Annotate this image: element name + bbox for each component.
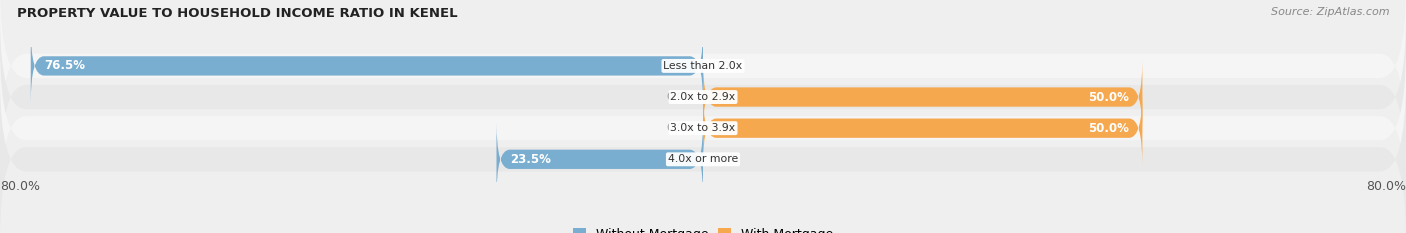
Text: 4.0x or more: 4.0x or more [668,154,738,164]
Text: 23.5%: 23.5% [510,153,551,166]
Text: 50.0%: 50.0% [1088,91,1129,103]
Text: 50.0%: 50.0% [1088,122,1129,135]
Text: 3.0x to 3.9x: 3.0x to 3.9x [671,123,735,133]
FancyBboxPatch shape [0,0,1406,147]
Legend: Without Mortgage, With Mortgage: Without Mortgage, With Mortgage [568,223,838,233]
FancyBboxPatch shape [0,16,1406,178]
Text: 80.0%: 80.0% [1367,181,1406,193]
FancyBboxPatch shape [0,78,1406,233]
Text: 0.0%: 0.0% [666,92,695,102]
Text: 76.5%: 76.5% [44,59,84,72]
FancyBboxPatch shape [496,122,703,196]
Text: Less than 2.0x: Less than 2.0x [664,61,742,71]
Text: 80.0%: 80.0% [0,181,39,193]
Text: 2.0x to 2.9x: 2.0x to 2.9x [671,92,735,102]
Text: 0.0%: 0.0% [666,123,695,133]
FancyBboxPatch shape [0,47,1406,209]
Text: PROPERTY VALUE TO HOUSEHOLD INCOME RATIO IN KENEL: PROPERTY VALUE TO HOUSEHOLD INCOME RATIO… [17,7,457,20]
Text: 0.0%: 0.0% [711,154,740,164]
FancyBboxPatch shape [31,29,703,103]
Text: 0.0%: 0.0% [711,61,740,71]
FancyBboxPatch shape [703,91,1142,165]
FancyBboxPatch shape [703,60,1142,134]
Text: Source: ZipAtlas.com: Source: ZipAtlas.com [1271,7,1389,17]
